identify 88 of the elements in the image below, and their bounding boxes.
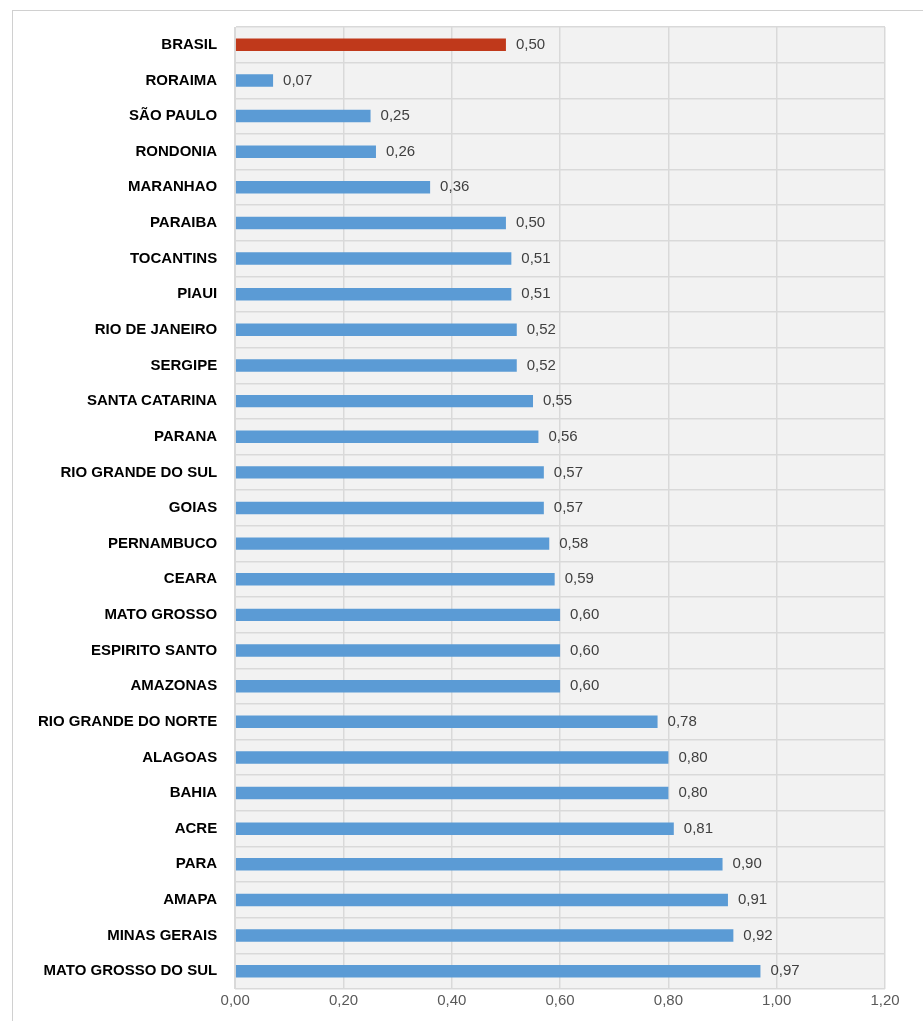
bar — [235, 893, 728, 907]
bar — [235, 501, 544, 515]
bar — [235, 573, 555, 586]
x-tick-label: 0,00 — [220, 991, 250, 1009]
y-tick-label: MARANHAO — [128, 177, 218, 195]
bar — [235, 430, 539, 443]
y-tick-label: ESPIRITO SANTO — [91, 640, 218, 658]
bar — [235, 608, 561, 622]
bar — [235, 145, 376, 158]
data-label: 0,55 — [543, 391, 573, 409]
y-tick-label: BRASIL — [161, 34, 218, 52]
bar — [235, 679, 561, 693]
data-label: 0,26 — [385, 141, 416, 159]
data-label: 0,51 — [521, 284, 551, 302]
x-tick-label: 0,20 — [328, 991, 359, 1009]
bar — [235, 644, 561, 657]
data-label: 0,60 — [570, 676, 600, 694]
y-tick-label: TOCANTINS — [129, 248, 218, 266]
y-tick-label: PIAUI — [177, 284, 218, 302]
x-tick-label: 0,80 — [653, 991, 683, 1009]
data-label: 0,07 — [283, 70, 313, 88]
data-label: 0,80 — [678, 783, 708, 801]
bar — [235, 822, 674, 835]
bar — [235, 74, 274, 87]
data-label: 0,36 — [440, 177, 470, 195]
y-tick-label: PARA — [175, 854, 218, 872]
bar — [235, 964, 761, 978]
bar — [235, 109, 371, 123]
data-label: 0,50 — [515, 213, 546, 231]
data-label: 0,90 — [732, 854, 762, 872]
data-label: 0,52 — [526, 355, 556, 373]
x-tick-label: 1,00 — [762, 991, 792, 1009]
data-label: 0,60 — [570, 605, 600, 623]
x-tick-label: 0,40 — [437, 991, 467, 1009]
bar — [235, 786, 669, 800]
y-tick-label: SANTA CATARINA — [86, 391, 218, 409]
data-label: 0,91 — [737, 890, 768, 908]
data-label: 0,50 — [515, 34, 546, 52]
data-label: 0,51 — [521, 248, 551, 266]
y-tick-label: AMAPA — [163, 890, 218, 908]
y-tick-label: PARAIBA — [149, 213, 218, 231]
data-label: 0,97 — [770, 961, 800, 979]
data-label: 0,78 — [667, 711, 697, 729]
data-label: 0,52 — [526, 319, 556, 337]
data-label: 0,92 — [743, 925, 773, 943]
data-label: 0,57 — [553, 498, 584, 516]
y-tick-label: RIO DE JANEIRO — [94, 319, 218, 337]
data-label: 0,25 — [380, 106, 410, 124]
y-tick-label: MATO GROSSO DO SUL — [43, 961, 218, 979]
y-tick-label: ACRE — [174, 818, 218, 836]
y-tick-label: ALAGOAS — [142, 747, 218, 765]
data-label: 0,80 — [678, 747, 708, 765]
bar — [235, 929, 734, 942]
y-tick-label: RIO GRANDE DO SUL — [60, 462, 218, 480]
bar — [235, 216, 506, 230]
y-tick-label: RONDONIA — [135, 141, 218, 159]
y-tick-label: RIO GRANDE DO NORTE — [37, 711, 218, 729]
y-tick-label: RORAIMA — [145, 70, 218, 88]
bar — [235, 466, 544, 479]
bar — [235, 359, 517, 372]
data-label: 0,58 — [559, 533, 589, 551]
x-tick-label: 0,60 — [545, 991, 575, 1009]
bar — [235, 181, 431, 194]
data-label: 0,60 — [570, 640, 600, 658]
data-label: 0,57 — [553, 462, 584, 480]
y-tick-label: AMAZONAS — [130, 676, 218, 694]
y-tick-label: SERGIPE — [150, 355, 218, 373]
bar — [235, 858, 723, 871]
bar — [235, 715, 658, 729]
data-label: 0,59 — [564, 569, 594, 587]
y-tick-label: BAHIA — [169, 783, 218, 801]
bar — [235, 287, 512, 301]
y-tick-label: MINAS GERAIS — [107, 925, 218, 943]
y-tick-label: GOIAS — [168, 498, 218, 516]
bar — [235, 537, 550, 550]
y-tick-label: PERNAMBUCO — [108, 533, 218, 551]
data-label: 0,81 — [683, 818, 714, 836]
bar — [235, 394, 534, 408]
bar — [235, 323, 517, 337]
y-tick-label: PARANA — [154, 426, 218, 444]
y-tick-label: CEARA — [163, 569, 218, 587]
y-tick-label: SÃO PAULO — [129, 106, 218, 124]
bar — [235, 751, 669, 764]
data-label: 0,56 — [548, 426, 578, 444]
x-tick-label: 1,20 — [870, 991, 900, 1009]
y-tick-label: MATO GROSSO — [104, 605, 218, 623]
bar — [235, 38, 506, 52]
bar — [235, 252, 512, 265]
